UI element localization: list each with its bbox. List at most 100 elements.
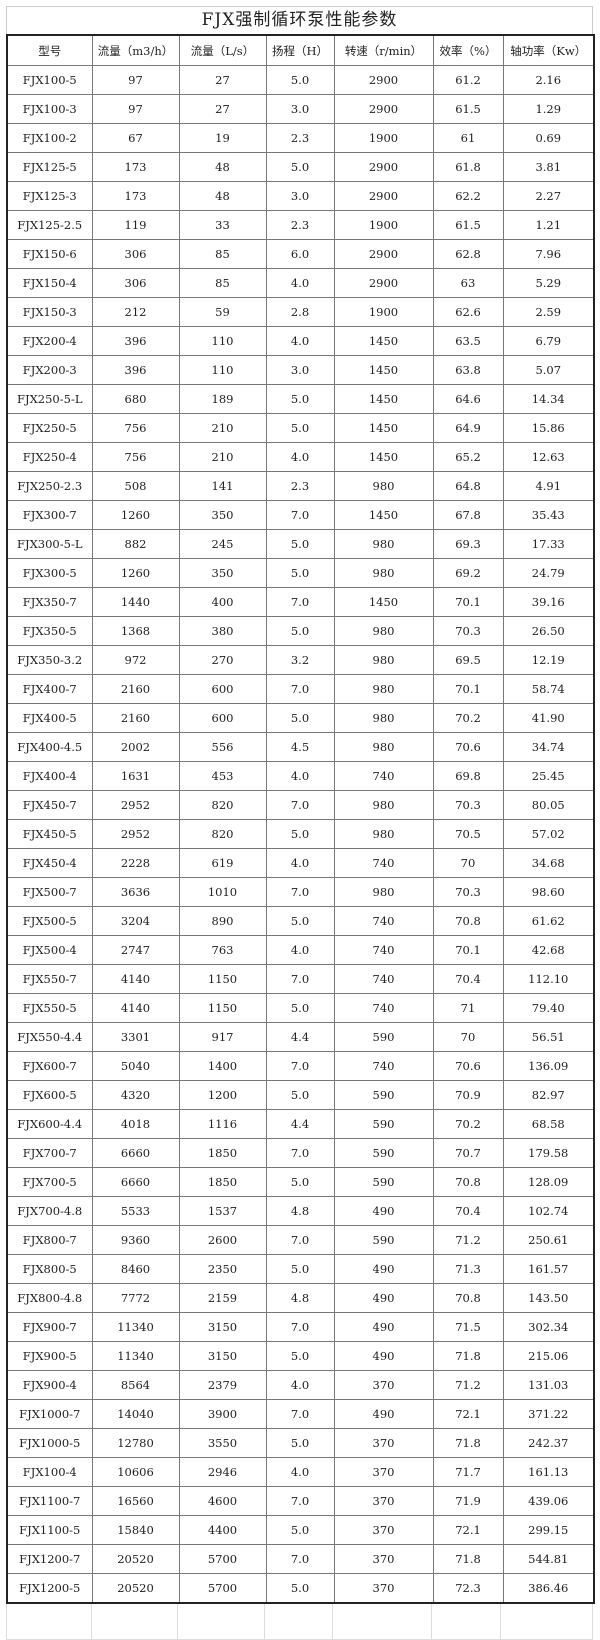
table-cell: 2.16 [502,65,595,95]
table-cell: 7.96 [502,239,595,269]
table-cell: 5.0 [265,1428,335,1458]
table-row: FJX500-7 3636 1010 7.0 980 70.3 98.60 [6,877,595,907]
table-cell: 70.8 [432,1167,504,1197]
table-cell: 1450 [333,326,434,356]
column-header: 流量（L/s） [178,34,267,66]
table-cell: 19 [178,123,267,153]
table-cell: 4.0 [265,442,335,472]
table-cell: FJX1200-7 [6,1544,93,1574]
table-cell: 1450 [333,587,434,617]
table-cell: 5533 [91,1196,180,1226]
table-cell: 7.0 [265,500,335,530]
table-cell: 2350 [178,1254,267,1284]
table-cell: 161.57 [502,1254,595,1284]
table-cell: 740 [333,761,434,791]
table-row: FJX500-5 3204 890 5.0 740 70.8 61.62 [6,906,595,936]
table-cell: 71 [432,993,504,1023]
table-cell: 439.06 [502,1486,595,1516]
table-row: FJX800-4.8 7772 2159 4.8 490 70.8 143.50 [6,1283,595,1313]
table-cell: 5.29 [502,268,595,298]
table-cell: 70.3 [432,616,504,646]
table-cell: FJX300-7 [6,500,93,530]
table-cell: 6.0 [265,239,335,269]
table-cell: 4.0 [265,848,335,878]
table-cell: 173 [91,181,180,211]
table-cell: 5.0 [265,1254,335,1284]
table-cell: FJX1100-5 [6,1515,93,1545]
table-cell: FJX125-5 [6,152,93,182]
table-cell: 370 [333,1544,434,1574]
table-cell: 740 [333,848,434,878]
table-cell: 14.34 [502,384,595,414]
table-cell: 70.1 [432,587,504,617]
table-cell: 5.0 [265,558,335,588]
table-cell: 27 [178,65,267,95]
table-cell: FJX150-4 [6,268,93,298]
table-cell: FJX900-5 [6,1341,93,1371]
table-cell: 2900 [333,94,434,124]
table-cell: 370 [333,1573,434,1604]
spec-sheet: FJX强制循环泵性能参数 型号 流量（m3/h） 流量（L/s） 扬程（H） 转速（r/… [6,6,595,1640]
table-cell: 1260 [91,500,180,530]
table-cell: 33 [178,210,267,240]
table-cell: 48 [178,181,267,211]
table-cell: 42.68 [502,935,595,965]
table-cell: 2900 [333,65,434,95]
table-cell: FJX250-4 [6,442,93,472]
table-cell: 7.0 [265,1486,335,1516]
table-cell: 12.19 [502,645,595,675]
table-cell: 61.8 [432,152,504,182]
table-cell: 72.3 [432,1573,504,1604]
table-row: FJX1200-5 20520 5700 5.0 370 72.3 386.46 [6,1573,595,1604]
table-cell: 62.2 [432,181,504,211]
table-cell: FJX250-5 [6,413,93,443]
table-row: FJX900-5 11340 3150 5.0 490 71.8 215.06 [6,1341,595,1371]
table-cell: 4.0 [265,326,335,356]
table-cell: 371.22 [502,1399,595,1429]
table-cell: FJX800-7 [6,1225,93,1255]
table-cell: 173 [91,152,180,182]
table-cell: 680 [91,384,180,414]
table-cell: 15840 [91,1515,180,1545]
table-row: FJX700-5 6660 1850 5.0 590 70.8 128.09 [6,1167,595,1197]
table-cell: FJX400-7 [6,674,93,704]
table-cell: 2002 [91,732,180,762]
table-row: FJX600-5 4320 1200 5.0 590 70.9 82.97 [6,1080,595,1110]
table-cell: 2.3 [265,210,335,240]
table-cell: 61.5 [432,210,504,240]
table-cell: 2900 [333,181,434,211]
table-row: FJX550-5 4140 1150 5.0 740 71 79.40 [6,993,595,1023]
table-cell: 756 [91,413,180,443]
table-cell: 3.2 [265,645,335,675]
table-cell: 17.33 [502,529,595,559]
table-cell: 4600 [178,1486,267,1516]
table-row: FJX250-5-L 680 189 5.0 1450 64.6 14.34 [6,384,595,414]
table-cell: FJX1100-7 [6,1486,93,1516]
column-header: 扬程（H） [265,34,335,66]
table-cell: 1150 [178,964,267,994]
table-cell: 11340 [91,1341,180,1371]
table-cell: 5.0 [265,1573,335,1604]
table-row: FJX350-3.2 972 270 3.2 980 69.5 12.19 [6,645,595,675]
table-cell: 882 [91,529,180,559]
table-cell: 70.1 [432,935,504,965]
table-cell: FJX300-5 [6,558,93,588]
table-row: FJX150-3 212 59 2.8 1900 62.6 2.59 [6,297,595,327]
table-cell: 70.8 [432,906,504,936]
table-cell: 71.8 [432,1341,504,1371]
table-cell: 63 [432,268,504,298]
table-cell: FJX350-5 [6,616,93,646]
table-row: FJX1200-7 20520 5700 7.0 370 71.8 544.81 [6,1544,595,1574]
table-cell: 7.0 [265,1225,335,1255]
table-cell: 70.4 [432,964,504,994]
table-cell: 2.27 [502,181,595,211]
table-cell: 980 [333,645,434,675]
table-cell: FJX500-4 [6,935,93,965]
table-cell: 350 [178,558,267,588]
table-cell: 71.2 [432,1370,504,1400]
table-row: FJX300-5 1260 350 5.0 980 69.2 24.79 [6,558,595,588]
table-cell: 70.6 [432,732,504,762]
table-cell: 350 [178,500,267,530]
table-cell: 890 [178,906,267,936]
table-cell: 70 [432,1022,504,1052]
